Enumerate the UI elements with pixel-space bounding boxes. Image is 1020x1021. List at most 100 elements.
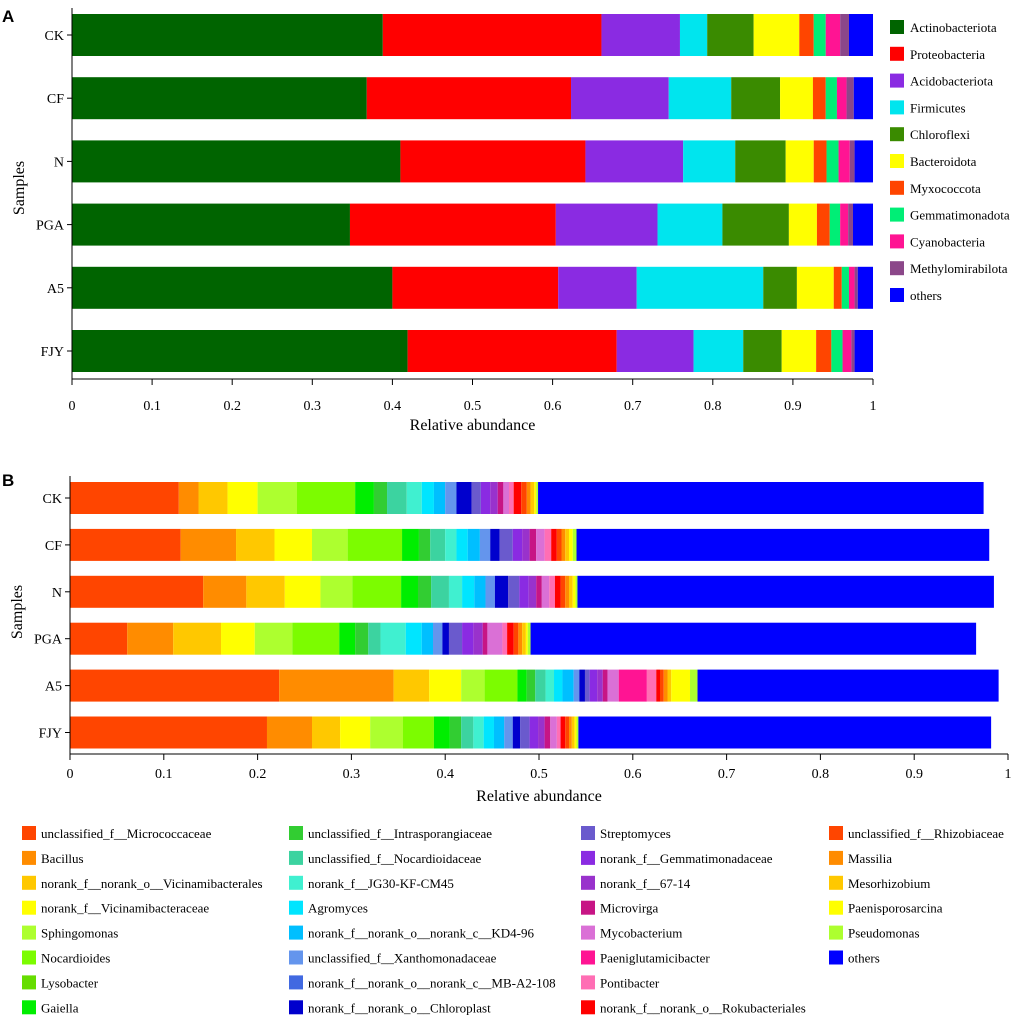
panel-b-bar-ck-2 <box>198 482 228 514</box>
panel-b-legend-swatch <box>289 975 303 990</box>
panel-a-bar-a5-7 <box>841 266 849 309</box>
panel-b-bar-a5-2 <box>393 669 430 702</box>
panel-b-legend-swatch <box>581 1000 595 1015</box>
panel-b-bar-fjy-2 <box>312 716 341 749</box>
panel-b-bar-fjy-26 <box>571 716 575 749</box>
panel-b-xtick-label: 0.9 <box>905 767 923 782</box>
panel-a-bar-a5-5 <box>796 266 834 309</box>
panel-b-bar-fjy-9 <box>461 716 474 749</box>
panel-b-bar-pga-27 <box>525 622 528 655</box>
panel-a-bar-ck-7 <box>813 14 826 56</box>
panel-b-legend-label: Bacillus <box>41 851 84 866</box>
panel-b-bar-pga-25 <box>518 622 523 655</box>
panel-b-bar-pga-10 <box>380 622 406 655</box>
panel-a-legend-swatch <box>890 261 904 276</box>
panel-a-bar-ck-10 <box>848 14 873 56</box>
panel-a-bar-cf-6 <box>812 77 826 120</box>
panel-a-bar-n-4 <box>735 140 786 183</box>
panel-a-bar-pga-6 <box>816 203 830 246</box>
panel-b-bar-cf-15 <box>490 528 500 561</box>
panel-b-legend-label: norank_f__norank_o__Vicinamibacterales <box>41 876 263 891</box>
panel-b-xtick-label: 0.7 <box>718 767 736 782</box>
panel-a-legend-label: Bacteroidota <box>910 154 977 169</box>
panel-a-bar-ck-1 <box>382 14 602 56</box>
panel-b-legend-label: Lysobacter <box>41 975 99 990</box>
panel-b-bar-cf-26 <box>565 528 570 561</box>
panel-a-bar-a5-4 <box>763 266 797 309</box>
panel-a-bar-n-9 <box>849 140 855 183</box>
panel-b-legend-label: unclassified_f__Rhizobiaceae <box>848 826 1004 841</box>
panel-b-xtick-label: 0.8 <box>812 767 830 782</box>
panel-a-legend-swatch <box>890 127 904 142</box>
panel-b-xtick-label: 0.1 <box>155 767 173 782</box>
panel-b-bar-fjy-3 <box>340 716 371 749</box>
panel-b-bar-cf-27 <box>569 528 573 561</box>
panel-b-bar-a5-23 <box>656 669 660 702</box>
panel-b-legend-swatch <box>22 826 36 840</box>
panel-b-legend-label: Paenisporosarcina <box>848 901 943 916</box>
panel-b-legend-label: others <box>848 951 880 966</box>
panel-b-bar-cf-7 <box>402 528 419 561</box>
panel-b-bar-n-18 <box>528 575 537 608</box>
panel-b-xtick-label: 0 <box>67 767 74 782</box>
panel-b-legend-swatch <box>829 925 843 940</box>
panel-b-legend-label: Pontibacter <box>600 975 660 990</box>
panel-b-bar-a5-4 <box>461 669 485 702</box>
panel-b-bar-ck-9 <box>387 482 407 514</box>
panel-b-legend-swatch <box>289 850 303 865</box>
panel-a-legend-label: Methylomirabilota <box>910 261 1008 276</box>
panel-b-legend-swatch <box>22 925 36 940</box>
panel-b-legend-label: norank_f__JG30-KF-CM45 <box>308 876 454 891</box>
panel-b-legend-label: Sphingomonas <box>41 926 118 941</box>
panel-b-bar-ck-10 <box>406 482 422 514</box>
panel-b-bar-pga-18 <box>473 622 483 655</box>
panel-b-legend-label: Gaiella <box>41 1000 79 1015</box>
panel-b-bar-fjy-19 <box>544 716 551 749</box>
panel-b-bar-n-22 <box>549 575 555 608</box>
panel-a-legend-label: others <box>910 288 942 303</box>
panel-b-y-title: Samples <box>9 585 26 639</box>
panel-a-bar-pga-8 <box>840 203 849 246</box>
panel-a-bar-cf-0 <box>72 77 367 120</box>
panel-b-bar-pga-2 <box>173 622 222 655</box>
panel-a-bar-pga-2 <box>555 203 658 246</box>
panel-a-bar-pga-10 <box>852 203 873 246</box>
panel-b-bar-cf-0 <box>70 528 181 561</box>
panel-b-bar-n-23 <box>554 575 561 608</box>
panel-b-bar-pga-20 <box>487 622 503 655</box>
panel-b-bar-ck-12 <box>433 482 446 514</box>
panel-a-bar-n-0 <box>72 140 401 183</box>
panel-b-bar-fjy-22 <box>556 716 561 749</box>
panel-a-bar-n-1 <box>400 140 586 183</box>
panel-b-bar-fjy-11 <box>483 716 494 749</box>
panel-b-legend-label: norank_f__norank_o__norank_c__KD4-96 <box>308 926 535 941</box>
panel-a-legend-label: Actinobacteriota <box>910 20 997 35</box>
panel-b-legend-label: norank_f__norank_o__Rokubacteriales <box>600 1000 806 1015</box>
panel-b-legend-label: norank_f__Vicinamibacteraceae <box>41 901 209 916</box>
panel-b-bar-pga-16 <box>448 622 463 655</box>
panel-b-xtick-label: 0.3 <box>343 767 361 782</box>
panel-b-legend-label: norank_f__Gemmatimonadaceae <box>600 851 773 866</box>
panel-b-bar-fjy-25 <box>569 716 572 749</box>
panel-a-bar-fjy-3 <box>693 330 744 372</box>
panel-b-legend-swatch <box>581 850 595 865</box>
panel-b-bar-fjy-17 <box>529 716 539 749</box>
panel-b-bar-fjy-12 <box>493 716 505 749</box>
panel-a-bar-ck-6 <box>799 14 814 56</box>
panel-a-bar-pga-0 <box>72 203 350 246</box>
panel-a-legend-label: Firmicutes <box>910 100 966 115</box>
panel-b-legend-swatch <box>22 875 36 890</box>
panel-b-bar-ck-7 <box>355 482 374 514</box>
panel-b-bar-a5-1 <box>279 669 394 702</box>
panel-b-legend-label: Streptomyces <box>600 826 671 841</box>
panel-b-legend-label: Paeniglutamicibacter <box>600 951 710 966</box>
panel-b-bar-a5-27 <box>671 669 691 702</box>
panel-a-bar-a5-3 <box>636 266 764 309</box>
panel-b-bar-a5-29 <box>697 669 999 702</box>
panel-b-legend-swatch <box>581 875 595 890</box>
panel-a-x-title: Relative abundance <box>410 417 536 434</box>
panel-a-legend-swatch <box>890 100 904 115</box>
panel-a-ytick-label: FJY <box>41 345 64 360</box>
panel-b-legend-label: Mesorhizobium <box>848 876 930 891</box>
panel-b-bar-ck-16 <box>471 482 481 514</box>
